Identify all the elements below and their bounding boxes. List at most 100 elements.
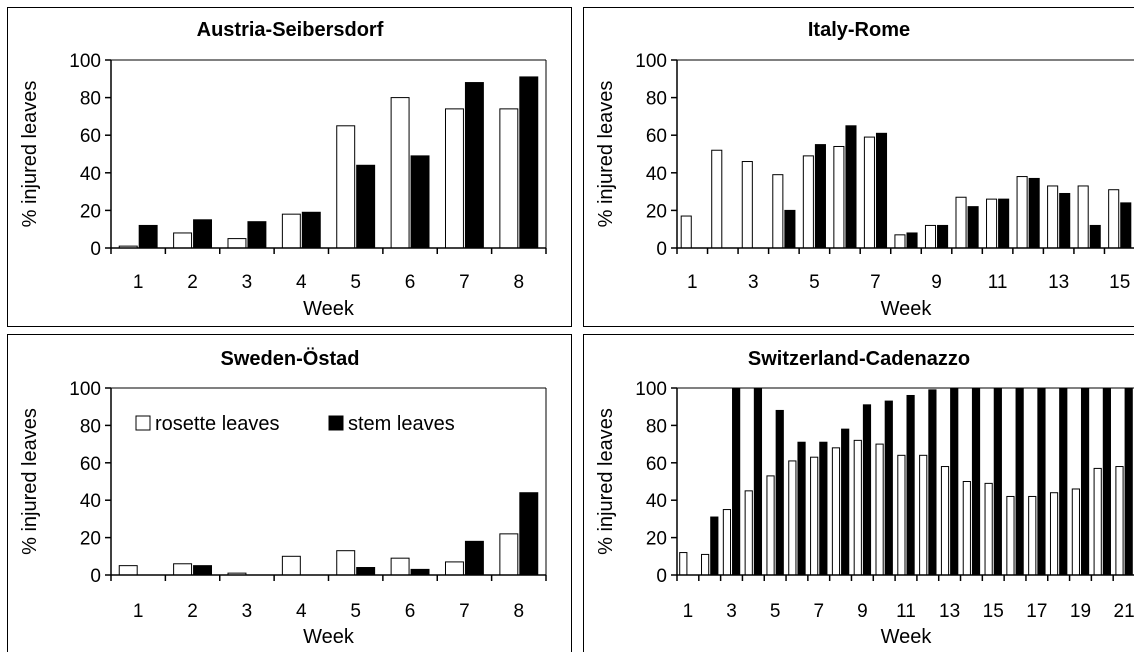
- stem-bar: [1124, 387, 1133, 576]
- x-tick-label: 1: [133, 272, 144, 293]
- stem-bar: [845, 125, 857, 249]
- x-tick-label: 8: [514, 272, 525, 293]
- chart-italy-rome: Italy-Rome % injured leaves Week 0 20 40 60 80 1…: [595, 19, 1134, 320]
- rosette-bar: [810, 456, 819, 576]
- x-tick-label: 7: [459, 272, 470, 293]
- stem-bar: [1059, 192, 1071, 249]
- chart-title: Sweden-Östad: [221, 347, 360, 370]
- rosette-bar: [281, 213, 301, 249]
- chart-title: Austria-Seibersdorf: [197, 19, 384, 41]
- stem-bar: [1120, 202, 1132, 249]
- rosette-bar: [833, 145, 845, 249]
- stem-bar: [971, 387, 981, 576]
- stem-bar: [1037, 387, 1046, 576]
- x-tick-label: 5: [809, 272, 820, 293]
- y-tick-label: 60: [646, 454, 667, 475]
- x-tick-label: 9: [931, 272, 942, 293]
- rosette-bar: [984, 482, 993, 576]
- legend-swatch-rosette: [135, 415, 151, 431]
- stem-bar: [247, 221, 267, 249]
- y-tick-label: 0: [90, 239, 101, 260]
- stem-bar: [819, 441, 828, 576]
- y-tick-label: 20: [646, 529, 667, 550]
- stem-bar: [937, 224, 949, 249]
- stem-bar: [519, 76, 539, 249]
- rosette-bar: [894, 234, 906, 249]
- chart-panel-italy: Italy-Rome % injured leaves Week 0 20 40 60 80 1…: [583, 7, 1134, 327]
- stem-bar: [906, 394, 915, 576]
- stem-bar: [1015, 387, 1024, 576]
- rosette-bar: [1049, 492, 1059, 576]
- rosette-bar: [499, 533, 519, 576]
- x-tick-label: 5: [350, 272, 361, 293]
- stem-bar: [519, 492, 539, 576]
- y-tick-label: 20: [646, 201, 667, 222]
- x-tick-label: 5: [350, 601, 361, 622]
- rosette-bar: [940, 466, 950, 576]
- rosette-bar: [1115, 466, 1124, 576]
- rosette-bar: [1006, 495, 1015, 576]
- x-tick-label: 1: [687, 272, 698, 293]
- rosette-bar: [741, 161, 753, 249]
- rosette-bar: [924, 224, 937, 249]
- stem-bar: [993, 387, 1002, 576]
- x-tick-label: 2: [187, 272, 198, 293]
- stem-bar: [410, 155, 430, 249]
- rosette-bar: [863, 136, 875, 249]
- rosette-bar: [722, 509, 732, 576]
- x-tick-label: 21: [1114, 601, 1134, 622]
- x-tick-label: 15: [983, 601, 1004, 622]
- chart-panel-switzerland: Switzerland-Cadenazzo % injured leaves Wee…: [583, 334, 1134, 652]
- x-tick-label: 19: [1070, 601, 1091, 622]
- rosette-bar: [1016, 176, 1028, 249]
- chart-austria-seibersdorf: Austria-Seibersdorf % injured leaves Week 0…: [19, 19, 547, 320]
- chart-sweden-ostad: Sweden-Östad % injured leaves Week 0 20 40 60 8…: [19, 347, 547, 648]
- x-tick-label: 11: [988, 272, 1008, 293]
- stem-bar: [464, 82, 484, 249]
- y-tick-label: 60: [80, 126, 101, 147]
- stem-bar: [906, 232, 918, 249]
- rosette-bar: [679, 552, 688, 576]
- stem-bar: [356, 164, 376, 249]
- rosette-bar: [1108, 189, 1120, 249]
- y-tick-label: 80: [646, 416, 667, 437]
- x-tick-label: 1: [133, 601, 144, 622]
- rosette-bar: [853, 439, 862, 576]
- rosette-bar: [772, 174, 784, 249]
- y-axis-label: % injured leaves: [595, 408, 617, 555]
- x-tick-label: 3: [242, 272, 253, 293]
- y-tick-label: 60: [646, 126, 667, 147]
- rosette-bar: [444, 561, 464, 576]
- stem-bar: [784, 209, 796, 249]
- rosette-bar: [831, 447, 841, 576]
- x-tick-label: 5: [770, 601, 781, 622]
- x-tick-label: 7: [459, 601, 470, 622]
- x-tick-label: 7: [870, 272, 881, 293]
- rosette-bar: [390, 557, 410, 576]
- y-tick-label: 60: [80, 454, 101, 475]
- x-tick-label: 3: [726, 601, 737, 622]
- stem-bar: [464, 540, 484, 576]
- rosette-bar: [499, 108, 519, 249]
- rosette-bar: [711, 149, 723, 249]
- stem-bar: [998, 198, 1010, 249]
- x-tick-label: 2: [187, 601, 198, 622]
- x-tick-label: 15: [1109, 272, 1130, 293]
- x-tick-label: 11: [896, 601, 916, 622]
- y-tick-label: 40: [80, 491, 101, 512]
- stem-bar: [884, 400, 893, 576]
- stem-bar: [1102, 387, 1111, 576]
- x-tick-label: 7: [813, 601, 824, 622]
- rosette-bar: [986, 198, 998, 249]
- rosette-bar: [955, 196, 967, 249]
- x-axis-label: Week: [303, 298, 355, 320]
- x-tick-label: 17: [1026, 601, 1047, 622]
- y-tick-label: 0: [656, 566, 667, 587]
- y-tick-label: 40: [646, 491, 667, 512]
- stem-bar: [775, 409, 784, 576]
- stem-bar: [841, 428, 850, 576]
- chart-switzerland-cadenazzo: Switzerland-Cadenazzo % injured leaves Wee…: [595, 348, 1134, 648]
- y-tick-label: 0: [90, 566, 101, 587]
- rosette-bar: [744, 490, 753, 576]
- y-tick-label: 80: [646, 89, 667, 110]
